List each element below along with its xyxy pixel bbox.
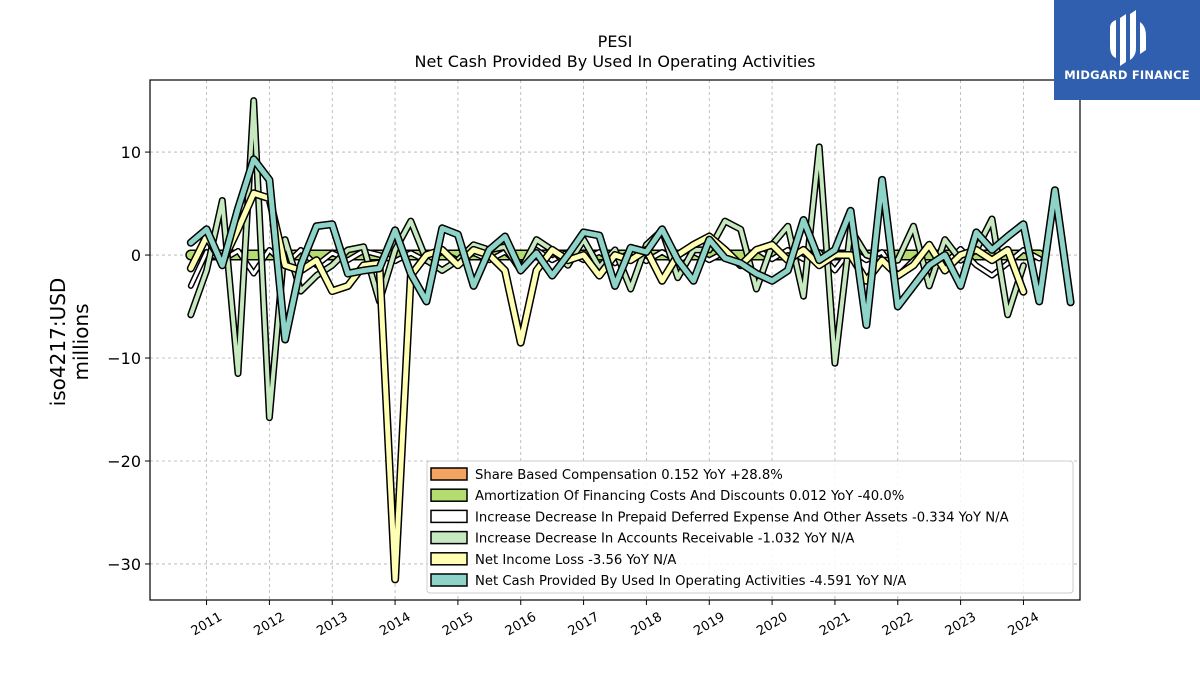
y-tick-label: 10 bbox=[121, 143, 141, 162]
x-tick-label: 2019 bbox=[691, 610, 727, 640]
y-axis-label-line2: millions bbox=[69, 303, 93, 380]
x-axis: 2011 2012 2013 2014 2015 2016 2017 2018 2019 2020… bbox=[189, 600, 1042, 639]
y-axis: 10 0 −10 −20 −30 bbox=[107, 143, 150, 574]
legend-swatch bbox=[430, 552, 468, 566]
x-tick-label: 2020 bbox=[754, 610, 790, 640]
legend-box bbox=[426, 460, 1074, 594]
legend-label: Share Based Compensation 0.152 YoY +28.8… bbox=[475, 468, 783, 483]
y-tick-label: −30 bbox=[107, 555, 141, 574]
x-tick-label: 2011 bbox=[189, 610, 225, 640]
brand-name: MIDGARD FINANCE bbox=[1064, 68, 1190, 82]
legend-swatch bbox=[430, 530, 468, 545]
x-tick-label: 2024 bbox=[1006, 610, 1042, 640]
y-tick-label: −10 bbox=[107, 349, 141, 368]
legend: Share Based Compensation 0.152 YoY +28.8… bbox=[426, 460, 1074, 594]
x-tick-label: 2012 bbox=[252, 610, 288, 640]
y-tick-label: 0 bbox=[131, 246, 141, 265]
x-tick-label: 2021 bbox=[817, 610, 853, 640]
x-tick-label: 2015 bbox=[440, 610, 476, 640]
x-tick-label: 2022 bbox=[880, 610, 916, 640]
x-tick-label: 2023 bbox=[943, 610, 979, 640]
x-tick-label: 2016 bbox=[503, 610, 539, 640]
x-tick-label: 2013 bbox=[314, 610, 350, 640]
plot-frame bbox=[149, 79, 1081, 601]
chart-title: PESI bbox=[598, 32, 633, 51]
y-axis-label-line1: iso4217:USD bbox=[46, 278, 70, 407]
legend-label: Increase Decrease In Prepaid Deferred Ex… bbox=[475, 510, 1009, 525]
legend-swatch bbox=[430, 573, 468, 587]
chart-subtitle: Net Cash Provided By Used In Operating A… bbox=[415, 52, 816, 71]
series-line bbox=[188, 156, 1074, 342]
legend-label: Increase Decrease In Accounts Receivable… bbox=[475, 532, 854, 547]
x-tick-label: 2014 bbox=[377, 610, 413, 640]
x-tick-label: 2017 bbox=[566, 610, 602, 640]
brand-logo: MIDGARD FINANCE bbox=[1054, 0, 1200, 100]
legend-label: Amortization Of Financing Costs And Disc… bbox=[475, 489, 904, 504]
legend-swatch bbox=[430, 467, 468, 481]
legend-label: Net Cash Provided By Used In Operating A… bbox=[475, 574, 906, 589]
x-tick-label: 2018 bbox=[629, 610, 665, 640]
series-lines bbox=[185, 97, 1075, 584]
legend-label: Net Income Loss -3.56 YoY N/A bbox=[475, 553, 676, 568]
legend-swatch bbox=[430, 488, 468, 502]
legend-swatch bbox=[430, 509, 468, 524]
midgard-logo-icon bbox=[1110, 10, 1146, 66]
y-tick-label: −20 bbox=[107, 452, 141, 471]
series-5 bbox=[186, 155, 1075, 344]
